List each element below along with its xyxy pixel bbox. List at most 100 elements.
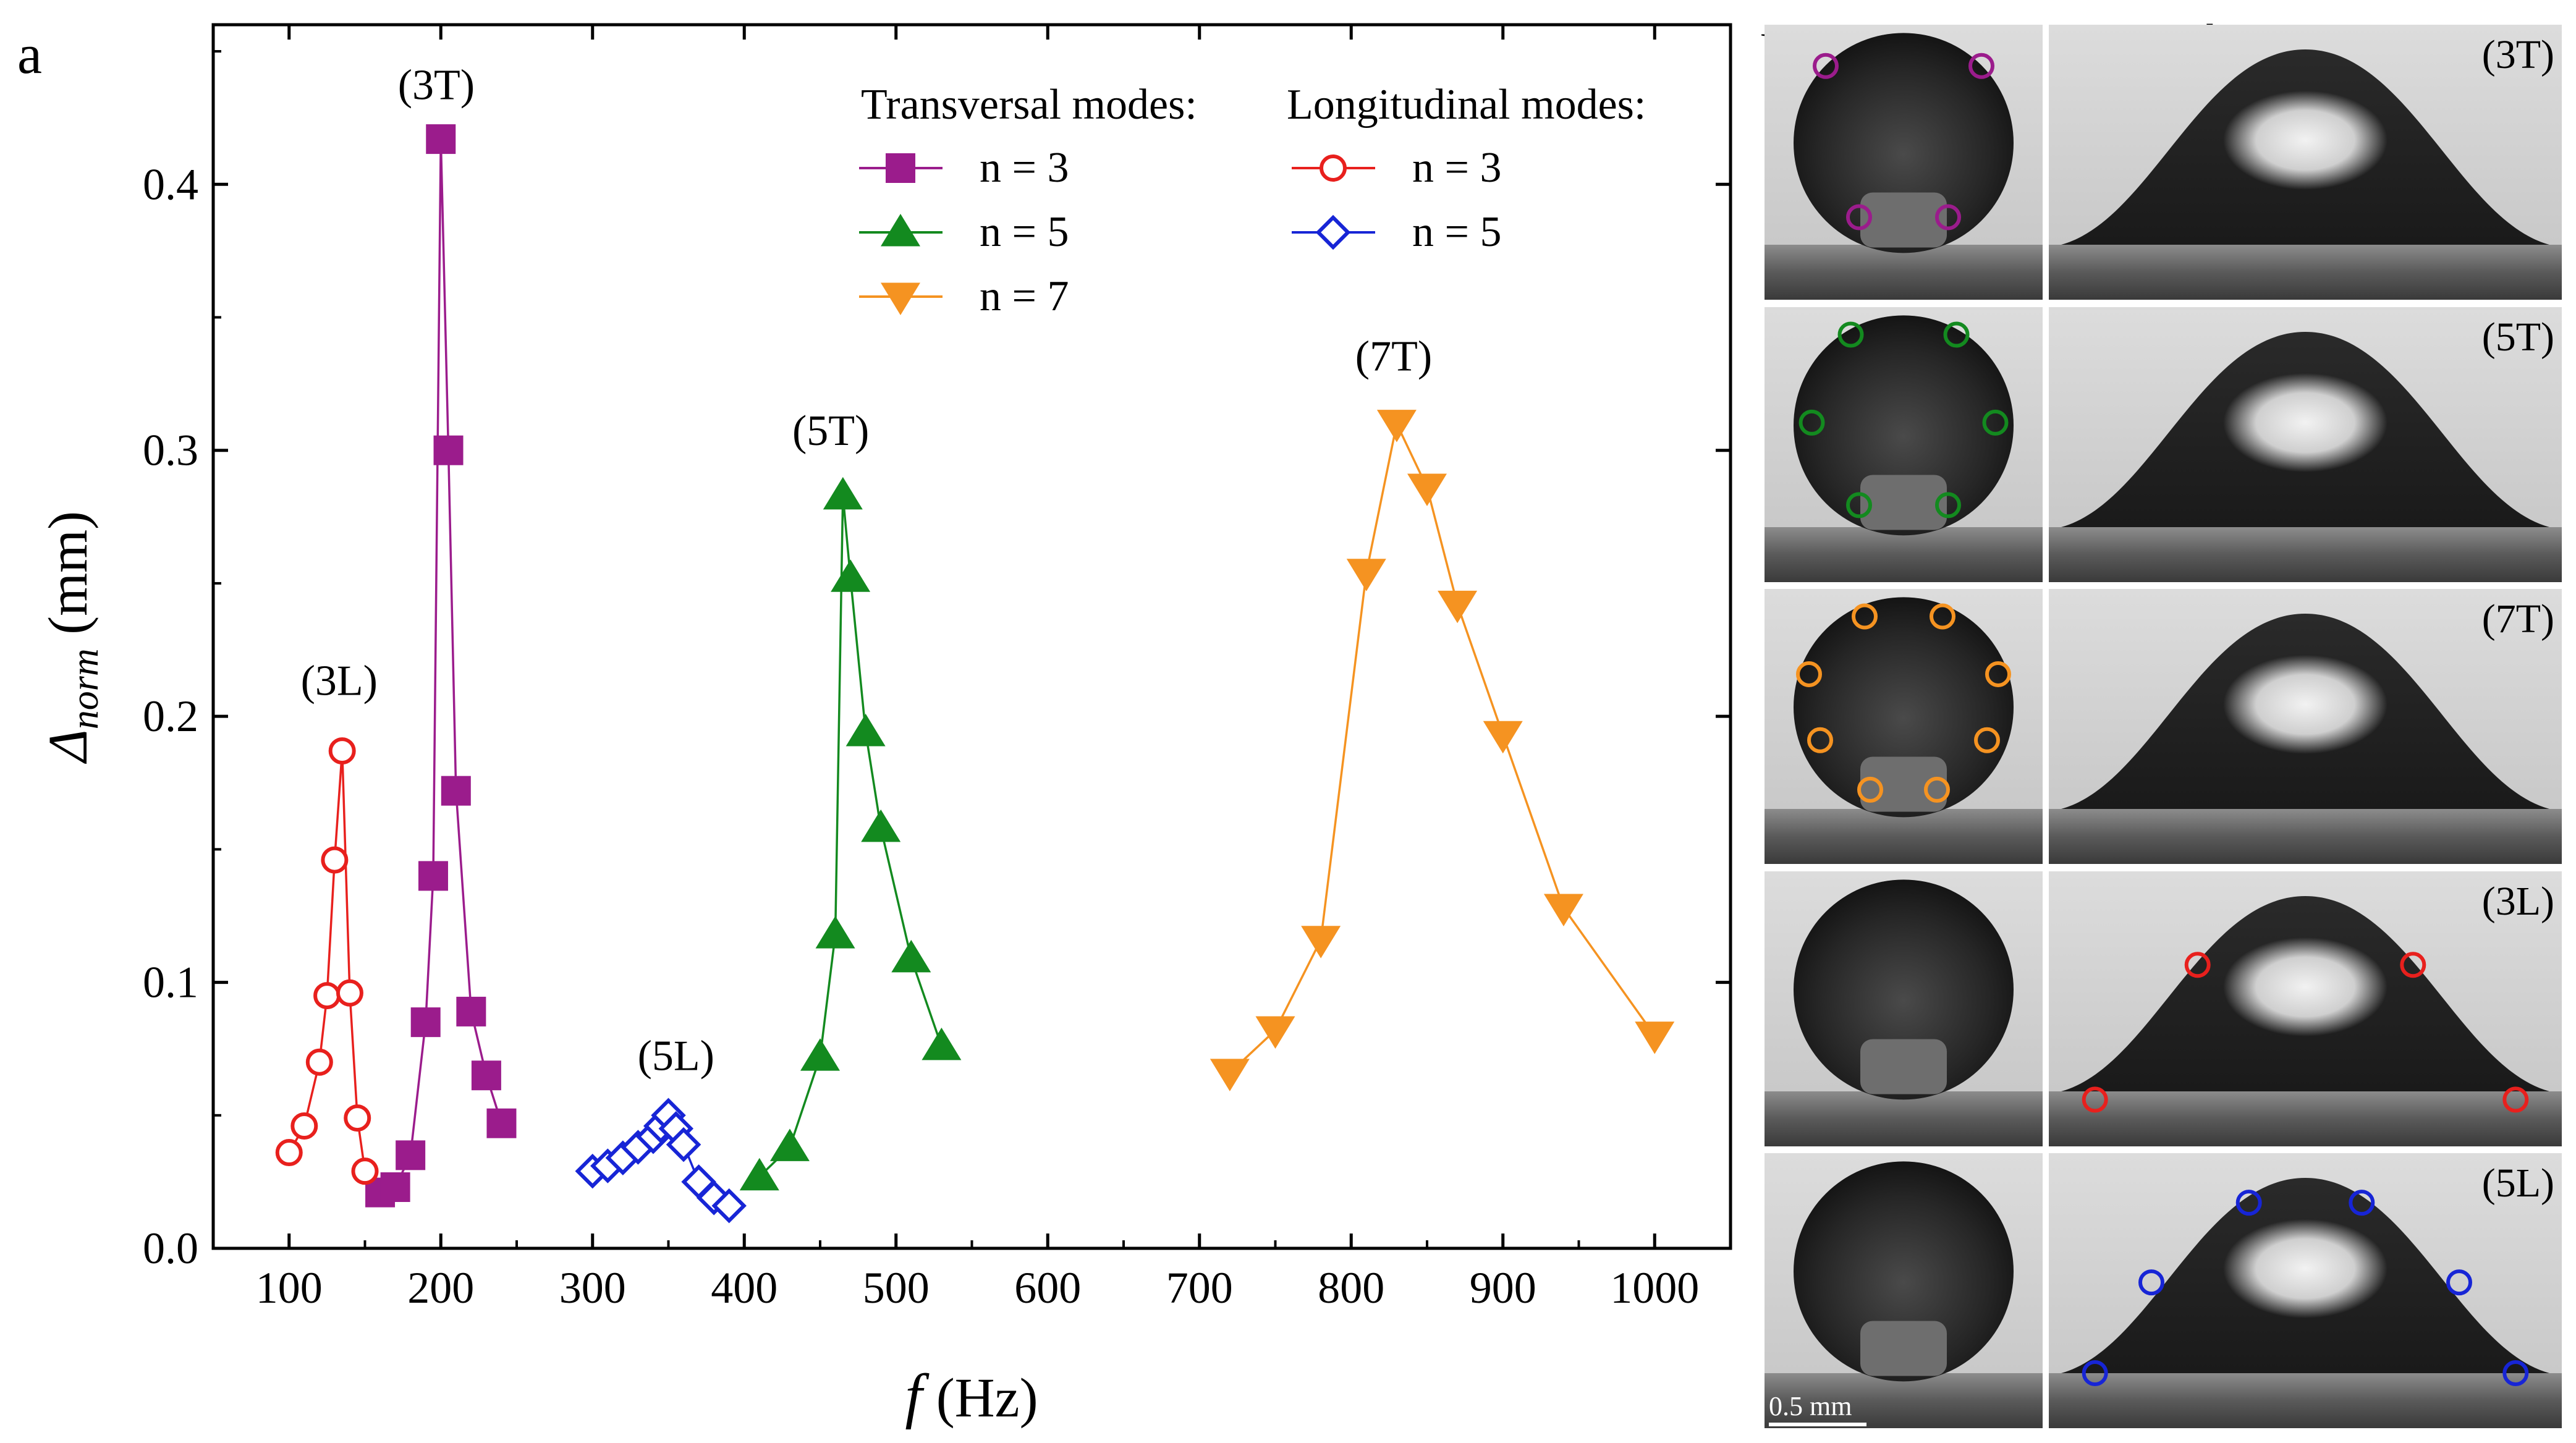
drop-silhouette [1794,879,2014,1100]
node-marker [1935,492,1961,518]
data-point [433,435,464,465]
legend: Transversal modes: Longitudinal modes: n… [859,81,1646,320]
photo-row: (7T) [1765,589,2562,864]
data-point [351,1157,379,1185]
trans-view-photo [1765,25,2043,300]
scale-bar: 0.5 mm [1769,1391,1866,1426]
node-marker [1968,53,1994,79]
data-point [891,939,931,973]
data-point [831,559,871,592]
data-point [1346,559,1386,591]
drop-highlight [2223,937,2387,1036]
panel-a: a 100 200 300 400 500 600 700 800 900 1000 0.0 0.1… [17,23,1732,1430]
node-marker [2502,1086,2529,1113]
data-point [1210,1059,1250,1091]
y-axis-ticks: 0.0 0.1 0.2 0.3 0.4 [143,50,1731,1273]
data-point [1438,590,1478,624]
data-point [1635,1022,1675,1054]
drop-neck [1860,1039,1947,1094]
x-tick-label: 600 [1014,1263,1081,1313]
node-marker [2138,1269,2164,1296]
x-tick-label: 400 [711,1263,777,1313]
node-marker [1846,204,1872,231]
x-axis-ticks: 100 200 300 400 500 600 700 800 900 1000 [256,25,1699,1313]
data-point [441,776,471,806]
trans-view-photo [1765,307,2043,582]
node-marker [1982,409,2009,436]
legend-entry: n = 5 [1292,208,1501,256]
drop-highlight [2223,1219,2387,1318]
series-layer [275,124,1675,1224]
y-axis-label-group: Δnorm (mm) [38,511,106,764]
peak-annotations: (3T) (3L) (5T) (5L) (7T) [301,62,1433,1080]
drop-silhouette [1794,33,2014,253]
data-point [313,982,341,1010]
y-tick-label: 0.1 [143,958,198,1007]
node-marker [1796,661,1822,687]
drop-neck [1860,1321,1947,1376]
drop-silhouette [1794,1161,2014,1382]
data-point [328,737,356,765]
photo-rows: (3T) (5T) (7T) (3L) (5L) 0.5 mm [1765,25,2562,1428]
x-tick-label: 200 [407,1263,474,1313]
series-longitudinal-4 [575,1098,747,1224]
panel-a-letter: a [17,24,42,85]
mode-label: (5T) [2482,315,2554,360]
legend-longitudinal-title: Longitudinal modes: [1287,81,1646,129]
data-point [861,809,901,842]
peak-label: (3T) [398,62,475,109]
peak-label: (5T) [792,407,869,455]
drop-highlight [2223,373,2387,473]
legend-label: n = 7 [980,273,1069,320]
node-marker [2235,1190,2262,1216]
data-point [1376,410,1417,442]
node-marker [1852,603,1878,630]
y-axis-label: Δnorm (mm) [38,511,106,764]
node-marker [1807,727,1833,753]
substrate [1765,1373,2043,1428]
substrate [2049,809,2562,864]
legend-entry: n = 7 [859,273,1069,320]
data-point [815,916,855,949]
substrate [1765,1091,2043,1146]
y-tick-label: 0.4 [143,159,198,209]
data-point [396,1140,426,1170]
data-point [418,861,448,891]
data-point [486,1108,517,1138]
substrate [1765,809,2043,864]
node-marker [2082,1360,2108,1386]
legend-entry: n = 5 [859,208,1069,256]
peak-label: (7T) [1355,333,1432,381]
x-axis-label: f (Hz) [905,1361,1038,1430]
legend-entry: n = 3 [859,144,1069,192]
photo-row: (5T) [1765,307,2562,582]
data-point [739,1157,779,1191]
data-point [1255,1016,1295,1049]
drop-highlight [2223,654,2387,754]
legend-marker [1320,154,1347,182]
substrate [2049,1373,2562,1428]
legend-entry: n = 3 [1292,144,1501,192]
series-transversal-1 [739,476,962,1191]
data-point [845,713,886,747]
series-line [379,139,503,1194]
long-view-photo [2049,871,2562,1146]
scale-bar-label: 0.5 mm [1769,1391,1852,1421]
substrate [2049,245,2562,300]
legend-label: n = 3 [980,144,1069,192]
data-point [410,1007,441,1038]
series-transversal-0 [365,124,517,1208]
node-marker [2082,1086,2108,1113]
photo-row: (3L) [1765,871,2562,1146]
legend-label: n = 3 [1412,144,1501,192]
node-marker [1813,53,1839,79]
node-marker [1846,492,1872,518]
data-point [666,1127,701,1162]
series-line [1229,420,1656,1074]
series-transversal-2 [1210,410,1675,1091]
y-tick-label: 0.2 [143,692,198,741]
drop-silhouette [1794,597,2014,818]
photo-row: (3T) [1765,25,2562,300]
data-point [380,1172,410,1202]
